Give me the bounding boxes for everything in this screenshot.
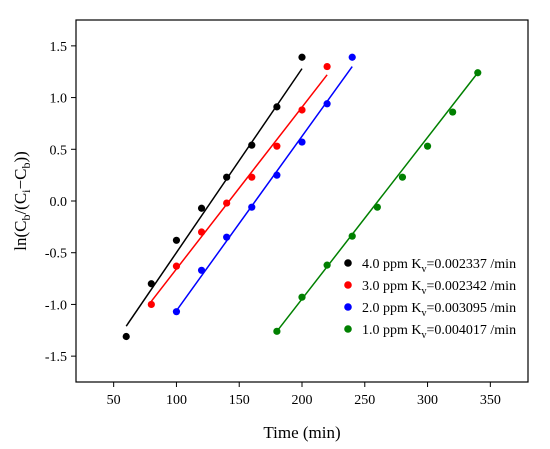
x-axis-label: Time (min) <box>263 423 340 442</box>
y-label-subscript: b <box>19 215 33 221</box>
series-2 <box>147 62 331 309</box>
data-point <box>248 141 256 149</box>
y-label-subscript: b <box>19 163 33 169</box>
data-point <box>172 308 181 316</box>
data-point <box>398 173 407 181</box>
x-tick-label: 250 <box>354 393 375 408</box>
legend-entry-text: =0.004017 /min <box>427 323 517 338</box>
y-label-text: −C <box>11 169 30 190</box>
legend-entry-text: 1.0 ppm K <box>362 323 422 338</box>
data-point <box>172 262 181 270</box>
series-3 <box>172 53 356 316</box>
data-point <box>474 69 482 77</box>
y-axis-label: ln(Cb/(Ci−Cb)) <box>11 151 33 251</box>
y-label-subscript: i <box>19 189 33 193</box>
data-point <box>273 171 281 179</box>
y-tick-label: -0.5 <box>45 247 67 262</box>
data-point <box>298 138 306 146</box>
data-point <box>147 300 155 309</box>
y-tick-label: -1.0 <box>45 298 67 313</box>
x-tick-label: 350 <box>480 393 501 408</box>
fit-line <box>150 74 328 302</box>
legend-marker <box>344 259 352 267</box>
data-point <box>197 204 206 212</box>
fit-line <box>175 66 353 312</box>
fit-line <box>276 72 479 332</box>
data-point <box>248 173 256 181</box>
legend-entry: 2.0 ppm Kv=0.003095 /min <box>362 301 516 319</box>
legend-entry-text: =0.003095 /min <box>427 301 517 316</box>
data-point <box>248 203 256 211</box>
data-point <box>298 106 306 114</box>
y-label-text: )) <box>11 151 30 162</box>
x-tick-label: 200 <box>292 393 313 408</box>
series-4 <box>273 69 482 335</box>
y-label-text: /(C <box>11 193 30 215</box>
data-point <box>298 293 306 301</box>
data-point <box>373 203 381 211</box>
data-point <box>223 233 231 241</box>
data-point <box>197 266 206 274</box>
legend-entry-text: 3.0 ppm K <box>362 279 422 294</box>
y-label-text: ln(C <box>11 221 30 251</box>
data-point <box>323 261 331 269</box>
x-tick-label: 100 <box>166 393 187 408</box>
y-tick-label: 0.5 <box>50 143 68 158</box>
data-point <box>172 236 181 244</box>
series-layer <box>122 53 482 341</box>
y-tick-label: 0.0 <box>50 195 68 210</box>
data-point <box>273 327 281 335</box>
legend-marker <box>344 325 352 333</box>
x-tick-label: 150 <box>229 393 250 408</box>
y-tick-label: -1.5 <box>45 350 67 365</box>
data-point <box>273 103 281 111</box>
data-point <box>348 53 356 61</box>
data-point <box>348 232 356 240</box>
legend-entry-text: =0.002337 /min <box>427 257 517 272</box>
series-1 <box>122 53 306 341</box>
y-tick-label: 1.0 <box>50 92 68 107</box>
data-point <box>273 142 281 150</box>
data-point <box>323 100 331 108</box>
legend-marker <box>344 303 352 311</box>
data-point <box>147 280 155 288</box>
legend-entry-text: 4.0 ppm K <box>362 257 422 272</box>
legend-entry-text: =0.002342 /min <box>427 279 517 294</box>
data-point <box>298 53 306 61</box>
fit-line <box>125 68 303 327</box>
x-tick-label: 300 <box>417 393 438 408</box>
legend-entry-subscript: v <box>422 330 427 341</box>
legend-marker <box>344 281 352 289</box>
legend-entry-subscript: v <box>422 286 427 297</box>
legend-entry: 4.0 ppm Kv=0.002337 /min <box>362 257 516 275</box>
ticks: 50 100 150 200 250 300 350 -1.5 -1.0 -0.5 0.0 0.5 1.… <box>45 40 501 408</box>
y-tick-label: 1.5 <box>50 40 68 55</box>
data-point <box>323 62 331 71</box>
legend-entry-subscript: v <box>422 308 427 319</box>
legend-entry-subscript: v <box>422 264 427 275</box>
data-point <box>449 108 457 116</box>
data-point <box>223 173 231 181</box>
data-point <box>197 228 206 236</box>
legend-entry: 1.0 ppm Kv=0.004017 /min <box>362 323 516 341</box>
legend-entry: 3.0 ppm Kv=0.002342 /min <box>362 279 516 297</box>
data-point <box>423 142 432 150</box>
legend-entry-text: 2.0 ppm K <box>362 301 422 316</box>
data-point <box>122 332 130 341</box>
data-point <box>223 199 231 207</box>
x-tick-label: 50 <box>107 393 121 408</box>
